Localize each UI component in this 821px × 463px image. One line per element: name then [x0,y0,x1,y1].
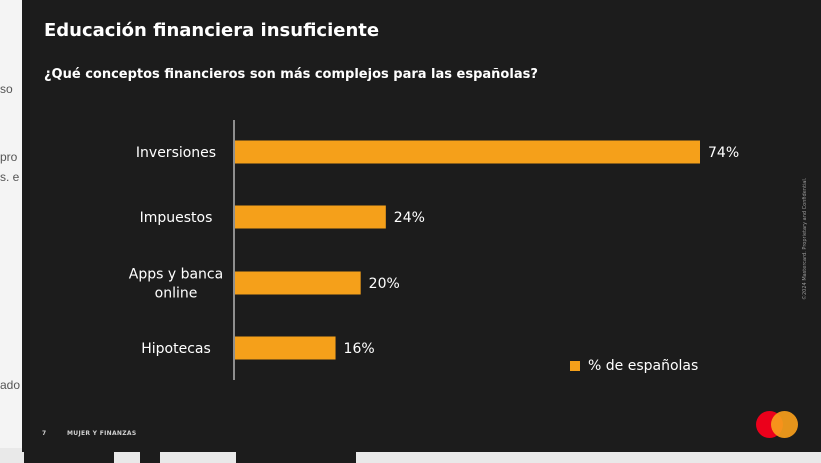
background-text: ado [0,378,21,392]
bar [235,140,700,164]
chart-legend: % de españolas [570,358,698,374]
background-text: pro [0,150,18,164]
background-text: so [0,82,13,96]
slide: Educación financiera insuficiente ¿Qué c… [22,0,821,452]
background-block [236,452,356,463]
data-label: 16% [344,341,375,357]
background-block [24,452,114,463]
legend-label: % de españolas [588,358,699,374]
mastercard-logo-icon [756,411,798,438]
background-text: s. e [0,170,20,184]
bar [235,336,336,360]
background-block [140,452,160,463]
page-number: 7 [42,430,47,437]
legend-swatch [570,361,580,371]
copyright-text: ©2024 Mastercard. Proprietary and Confid… [802,177,808,300]
footer-label: MUJER Y FINANZAS [67,430,137,437]
category-label: Inversiones [136,145,216,161]
bar [235,271,361,295]
category-label: Impuestos [140,210,213,226]
category-label: Hipotecas [141,341,211,357]
data-label: 24% [394,210,425,226]
slide-subtitle: ¿Qué conceptos financieros son más compl… [44,67,538,82]
category-label: Apps y banca online [129,267,223,302]
logo-orange-circle [771,411,798,438]
data-label: 20% [369,276,400,292]
bar-chart: 74% Inversiones 24% Impuestos 20% Apps y banc… [129,120,739,380]
slide-title: Educación financiera insuficiente [44,20,380,41]
data-label: 74% [708,145,739,161]
bar [235,205,386,229]
